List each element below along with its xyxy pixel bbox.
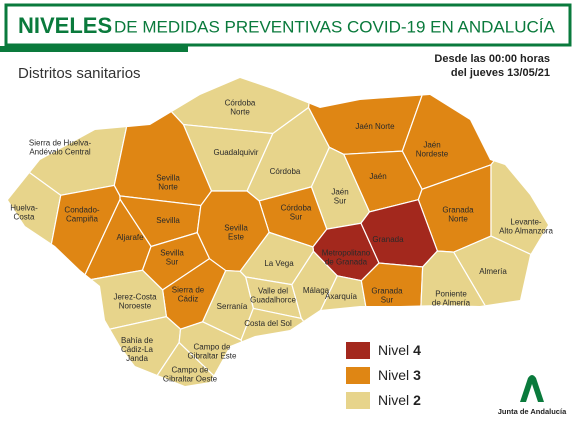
district-label: Almería [479,267,507,276]
district-label: Sur [334,197,347,206]
district-label: Sur [166,258,179,267]
district-label: Huelva- [10,204,38,213]
district-label: Aljarafe [116,233,144,242]
district-label: Noroeste [119,302,152,311]
district-label: Sevilla [156,216,180,225]
district-label: La Vega [264,259,294,268]
legend-text: Nivel [378,342,409,358]
district-label: Valle del [258,287,288,296]
district-label: Condado- [64,206,99,215]
district-label: Axarquía [325,292,358,301]
district-label: Nordeste [416,150,449,159]
legend-label: Nivel 3 [378,367,421,383]
district-label: Norte [230,108,250,117]
date: Desde las 00:00 horas [434,53,550,65]
district-label: Poniente [435,290,467,299]
logo-mark [520,375,544,402]
district-label: Este [228,233,245,242]
district-label: Levante- [510,218,541,227]
district-label: Sierra de [172,286,205,295]
district-label: Alto Almanzora [499,227,553,236]
district-label: Costa del Sol [244,319,292,328]
district-label: Granada [371,287,403,296]
district-label: Málaga [303,286,330,295]
district-label: Andévalo Central [29,148,91,157]
title-box [4,3,572,47]
district-label: Cádiz [178,295,198,304]
legend-text: Nivel [378,367,409,383]
subtitle: Distritos sanitarios [18,65,141,82]
district-label: Gibraltar Oeste [163,375,218,384]
title-bold: NIVELES [18,13,112,38]
district-label: Jaén Norte [355,122,395,131]
district-label: Jaén [423,141,440,150]
district-label: Sur [381,296,394,305]
district-label: Sevilla [224,224,248,233]
district-label: Sur [290,213,303,222]
legend-level: 2 [413,392,421,408]
district-label: Metropolitano [322,249,371,258]
district-label: Gibraltar Este [188,352,237,361]
district-label: Costa [14,213,35,222]
district-label: Jaén [369,172,386,181]
legend-swatch [346,392,370,409]
title-rest: DE MEDIDAS PREVENTIVAS COVID-19 EN ANDAL… [114,17,556,36]
district-label: Campo de [172,366,209,375]
legend-text: Nivel [378,392,409,408]
district-label: Córdoba [281,204,312,213]
legend-level: 3 [413,367,421,383]
legend-label: Nivel 2 [378,392,421,408]
district-label: Guadalquivir [214,148,259,157]
district-label: Bahía de [121,336,154,345]
district-label: Sevilla [156,174,180,183]
legend-swatch [346,342,370,359]
district-label: Sevilla [160,249,184,258]
district-label: de Granada [325,258,368,267]
logo-text: Junta de Andalucía [498,407,567,416]
district-label: Sierra de Huelva- [29,139,92,148]
district-label: Jaén [331,188,348,197]
district-label: Norte [448,215,468,224]
district-label: Campiña [66,215,99,224]
legend-swatch [346,367,370,384]
district-label: Córdoba [270,167,301,176]
title-underline [0,46,188,52]
district-label: Cádiz-La [121,345,154,354]
district-label: Granada [442,206,474,215]
district-label: Jerez-Costa [113,293,157,302]
district-label: Campo de [194,343,231,352]
legend-level: 4 [413,342,421,358]
district-label: Granada [372,235,404,244]
district-label: Guadalhorce [250,296,296,305]
district-label: Norte [158,183,178,192]
district-label: Janda [126,354,148,363]
district-label: Córdoba [225,99,256,108]
legend-label: Nivel 4 [378,342,421,358]
date: del jueves 13/05/21 [451,67,550,79]
district-label: de Almería [432,299,471,308]
district-label: Serranía [217,302,248,311]
